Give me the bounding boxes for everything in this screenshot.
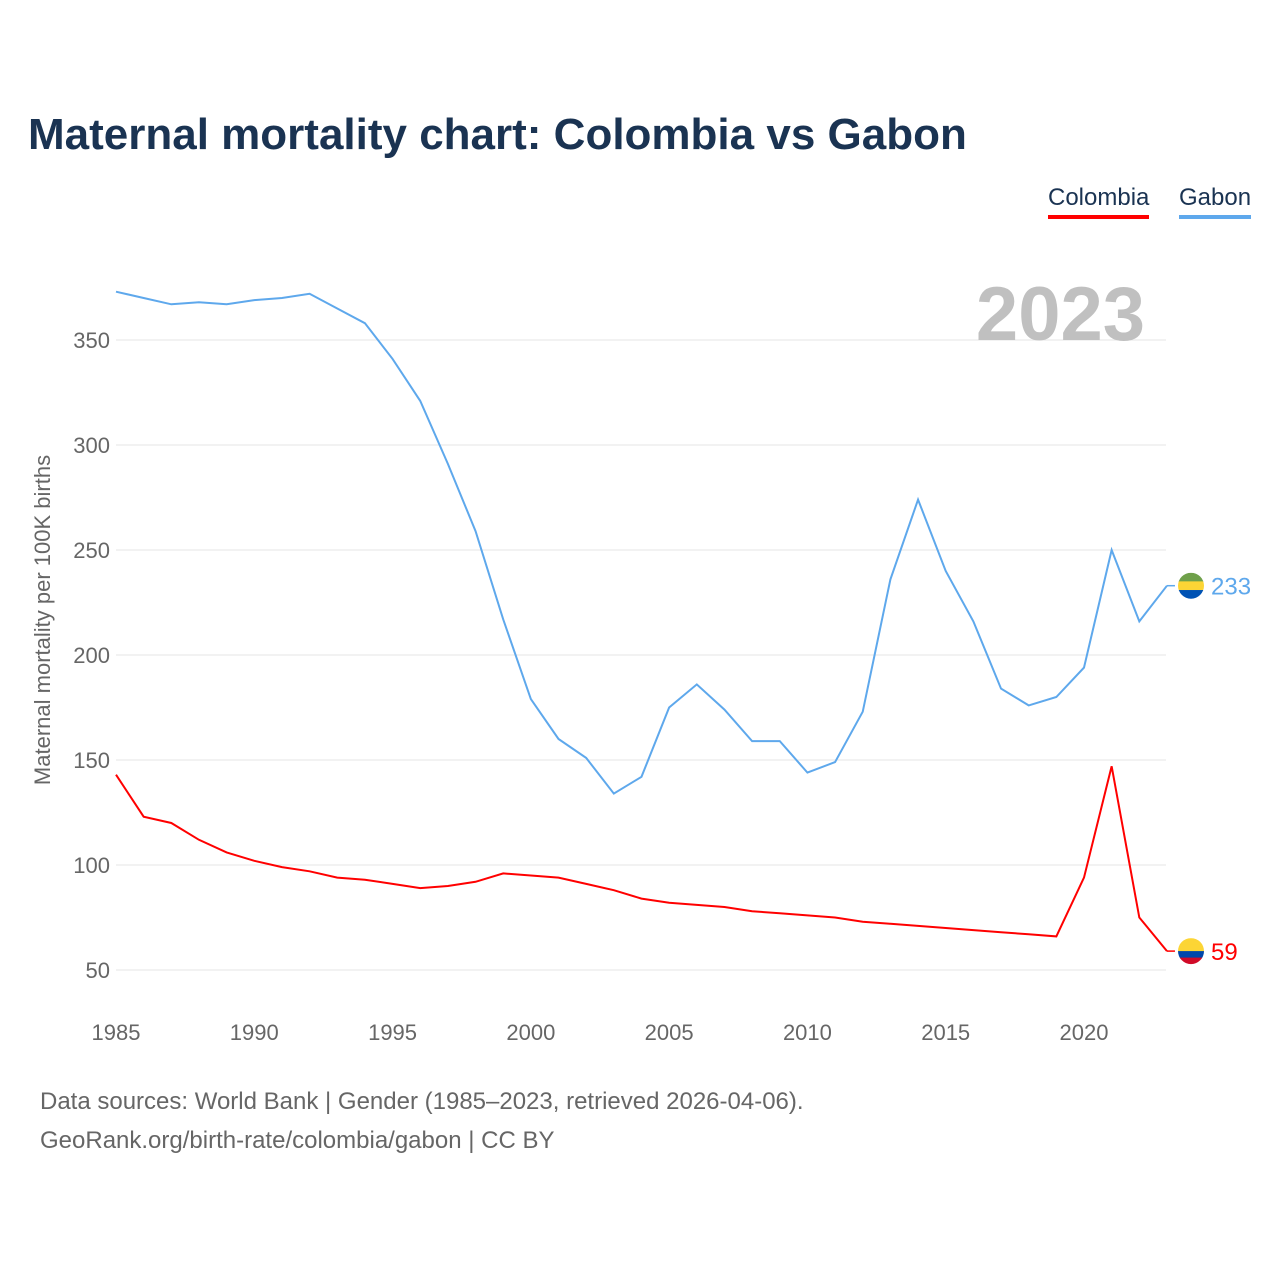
y-axis-label: Maternal mortality per 100K births [30,455,55,785]
end-value-label: 233 [1211,574,1251,601]
series-line-colombia [115,766,1168,952]
x-tick-label: 1985 [92,1020,141,1045]
legend-gabon[interactable]: Gabon [1179,184,1252,219]
x-tick-label: 1990 [230,1020,279,1045]
x-tick-label: 2010 [783,1020,832,1045]
x-tick-label: 2015 [921,1020,970,1045]
series-line-gabon [115,290,1168,795]
y-tick-label: 200 [73,643,110,668]
chart-title: Maternal mortality chart: Colombia vs Ga… [28,110,967,159]
x-tick-label: 2000 [506,1020,555,1045]
flag-colombia-icon [1178,938,1204,965]
footer-sources: Data sources: World Bank | Gender (1985–… [40,1088,804,1115]
x-tick-label: 2005 [645,1020,694,1045]
legend-colombia[interactable]: Colombia [1048,184,1150,219]
y-tick-label: 150 [73,748,110,773]
x-tick-label: 2020 [1060,1020,1109,1045]
end-value-label: 59 [1211,939,1238,966]
footer-link[interactable]: GeoRank.org/birth-rate/colombia/gabon | … [40,1127,555,1154]
y-tick-label: 250 [73,538,110,563]
y-tick-label: 350 [73,328,110,353]
x-tick-label: 1995 [368,1020,417,1045]
flag-gabon-icon [1178,572,1204,599]
y-tick-label: 300 [73,433,110,458]
y-tick-label: 100 [73,853,110,878]
year-label: 2023 [976,272,1145,357]
y-tick-label: 50 [86,958,110,983]
